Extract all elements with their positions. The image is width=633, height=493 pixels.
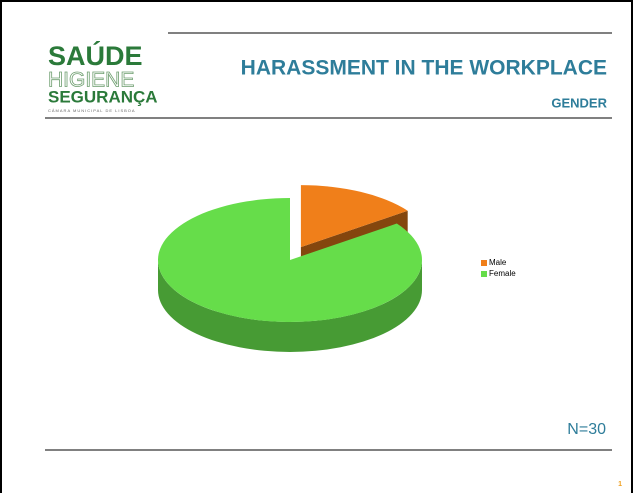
legend-label: Female [489,269,516,278]
chart-subtitle: GENDER [551,95,607,110]
slice [300,185,408,248]
legend-label: Male [489,258,507,267]
page-number: 1 [618,481,622,488]
annotation: N=30 [567,421,606,438]
slice-side [158,260,422,352]
slice [158,198,422,322]
logo-line3: SEGURANÇA [48,87,158,106]
logo-line2: HIGIENE [48,69,134,92]
legend-swatch [481,260,487,266]
chart-title: HARASSMENT IN THE WORKPLACE [241,57,607,80]
logo-tagline: CÂMARA MUNICIPAL DE LISBOA [48,108,136,113]
legend-swatch [481,271,487,277]
logo-line1: SAÚDE [48,40,143,71]
